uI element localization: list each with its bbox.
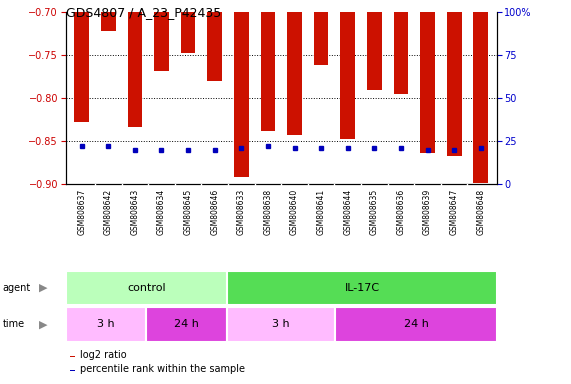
Text: GSM808640: GSM808640 (290, 189, 299, 235)
Bar (420, 12, 435, 153)
Bar (66, 307, 147, 342)
Bar (154, 12, 169, 71)
Text: GSM808648: GSM808648 (476, 189, 485, 235)
Bar (70, 356, 75, 358)
Text: time: time (3, 319, 25, 329)
Text: GSM808635: GSM808635 (370, 189, 379, 235)
Bar (227, 307, 335, 342)
Text: GSM808637: GSM808637 (77, 189, 86, 235)
Text: 3 h: 3 h (272, 319, 290, 329)
Text: 24 h: 24 h (175, 319, 199, 329)
Text: GSM808636: GSM808636 (396, 189, 405, 235)
Bar (234, 12, 248, 177)
Text: GSM808638: GSM808638 (263, 189, 272, 235)
Bar (314, 12, 328, 65)
Text: GSM808639: GSM808639 (423, 189, 432, 235)
Text: GSM808633: GSM808633 (237, 189, 246, 235)
Bar (207, 12, 222, 81)
Bar (70, 370, 75, 371)
Bar (227, 271, 497, 305)
Text: 3 h: 3 h (97, 319, 115, 329)
Bar (393, 12, 408, 94)
Text: 24 h: 24 h (404, 319, 428, 329)
Bar (74, 12, 89, 122)
Text: GSM808645: GSM808645 (184, 189, 192, 235)
Text: IL-17C: IL-17C (344, 283, 380, 293)
Text: GSM808644: GSM808644 (343, 189, 352, 235)
Text: GSM808643: GSM808643 (130, 189, 139, 235)
Text: GSM808642: GSM808642 (104, 189, 112, 235)
Text: GSM808641: GSM808641 (317, 189, 325, 235)
Bar (147, 307, 227, 342)
Text: GDS4807 / A_23_P42435: GDS4807 / A_23_P42435 (66, 6, 221, 19)
Bar (66, 271, 227, 305)
Text: GSM808646: GSM808646 (210, 189, 219, 235)
Text: ▶: ▶ (39, 319, 47, 329)
Bar (287, 12, 302, 135)
Text: GSM808647: GSM808647 (450, 189, 459, 235)
Bar (340, 12, 355, 139)
Bar (127, 12, 142, 127)
Text: agent: agent (3, 283, 31, 293)
Bar (367, 12, 381, 90)
Bar (101, 12, 115, 31)
Text: log2 ratio: log2 ratio (79, 350, 126, 360)
Text: ▶: ▶ (39, 283, 47, 293)
Bar (260, 12, 275, 131)
Text: control: control (127, 283, 166, 293)
Bar (181, 12, 195, 53)
Text: GSM808634: GSM808634 (157, 189, 166, 235)
Bar (447, 12, 461, 156)
Bar (473, 12, 488, 183)
Text: percentile rank within the sample: percentile rank within the sample (79, 364, 244, 374)
Bar (335, 307, 497, 342)
